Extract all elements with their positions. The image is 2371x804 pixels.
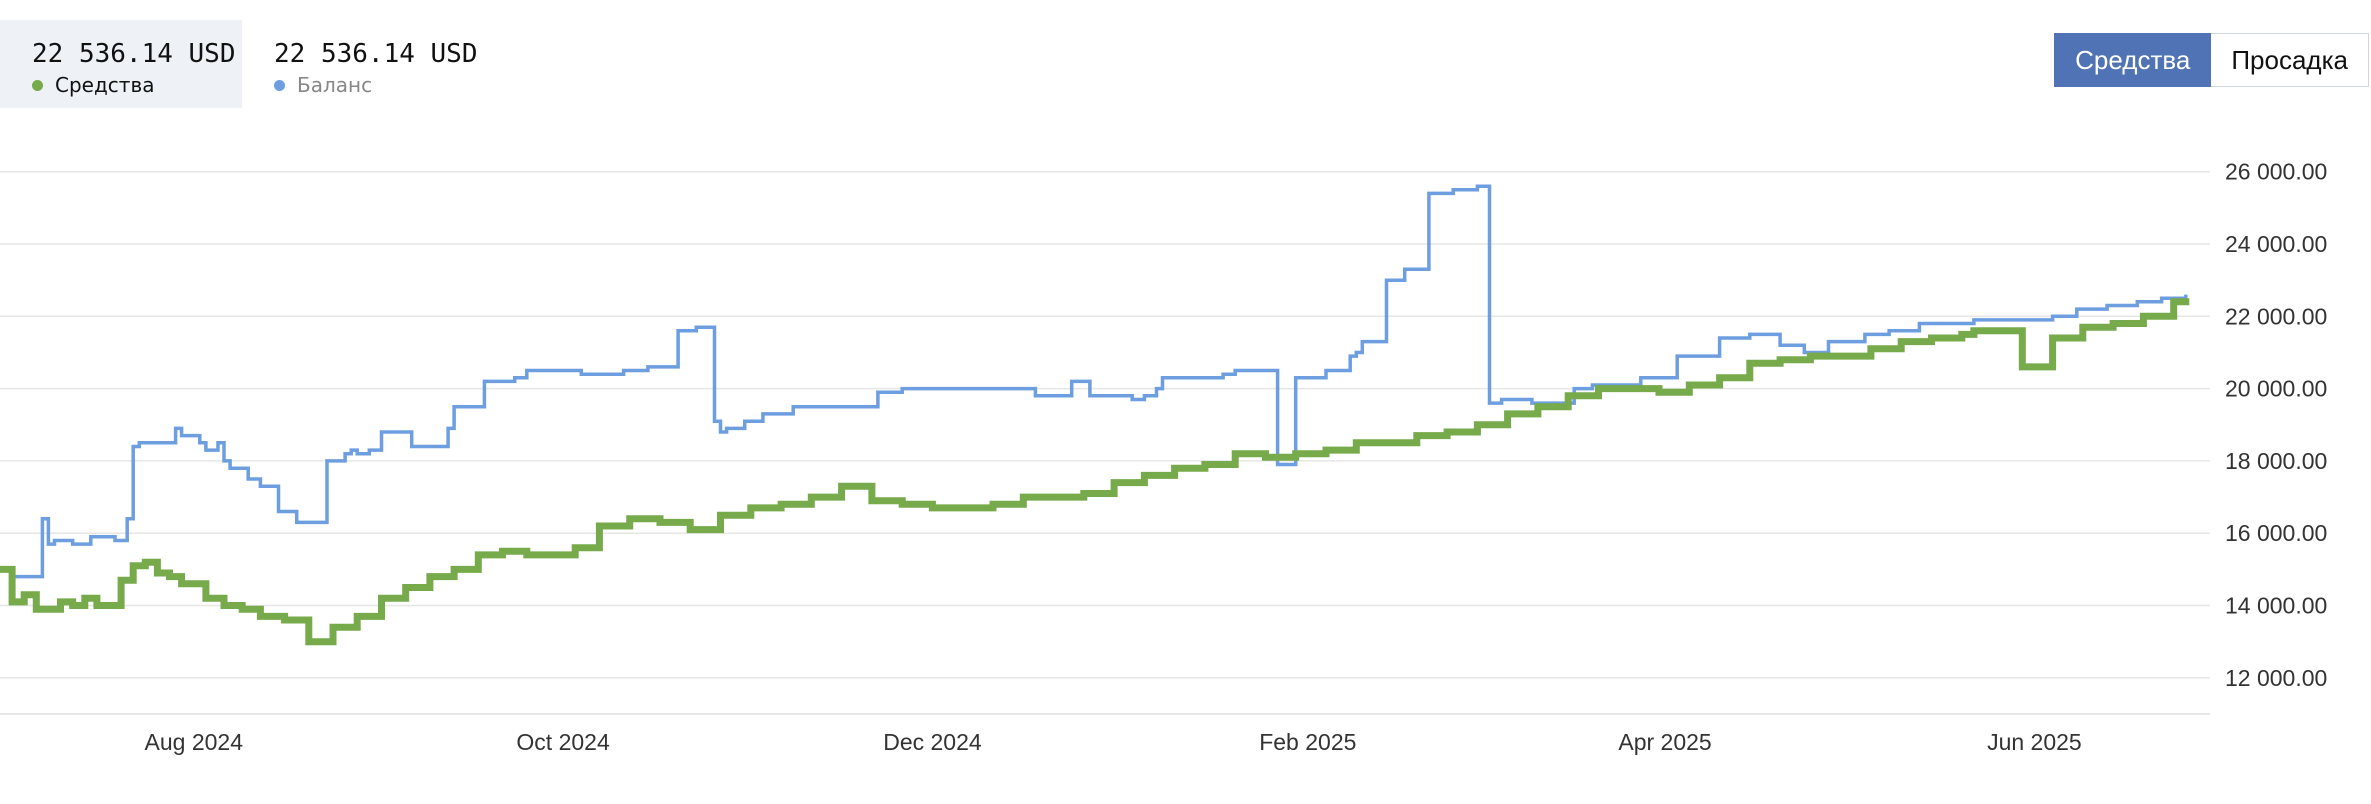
legend-equity[interactable]: 22 536.14 USD Средства [0, 20, 242, 108]
equity-series-line [0, 298, 2190, 646]
y-tick-label: 24 000.00 [2225, 231, 2327, 257]
x-tick-label: Oct 2024 [516, 729, 610, 755]
legend-balance[interactable]: 22 536.14 USD Баланс [242, 20, 492, 108]
y-tick-label: 26 000.00 [2225, 159, 2327, 185]
chart-grid [0, 170, 2210, 715]
x-tick-label: Apr 2025 [1618, 729, 1711, 755]
y-tick-label: 20 000.00 [2225, 376, 2327, 402]
y-tick-label: 16 000.00 [2225, 520, 2327, 546]
balance-series-line [0, 184, 2188, 579]
x-tick-label: Jun 2025 [1987, 729, 2082, 755]
x-tick-label: Aug 2024 [145, 729, 244, 755]
chart-series [0, 184, 2190, 646]
drawdown-mode-button[interactable]: Просадка [2211, 33, 2369, 87]
y-tick-label: 22 000.00 [2225, 303, 2327, 329]
x-axis-ticks: Aug 2024 Oct 2024 Dec 2024 Feb 2025 Apr 2025… [145, 729, 2082, 755]
y-tick-label: 14 000.00 [2225, 593, 2327, 619]
legend-equity-value: 22 536.14 USD [32, 39, 236, 69]
y-tick-label: 18 000.00 [2225, 448, 2327, 474]
equity-mode-button[interactable]: Средства [2054, 33, 2212, 87]
x-tick-label: Feb 2025 [1259, 729, 1356, 755]
equity-dot-icon [32, 79, 43, 91]
legend-balance-label: Баланс [297, 73, 373, 97]
chart-mode-toggle: Средства Просадка [2054, 33, 2369, 87]
x-tick-label: Dec 2024 [883, 729, 982, 755]
y-tick-label: 12 000.00 [2225, 665, 2327, 691]
legend-balance-value: 22 536.14 USD [274, 39, 478, 69]
legend-equity-label: Средства [55, 73, 155, 97]
y-axis-ticks: 12 000.00 14 000.00 16 000.00 18 000.00 20 0… [2225, 159, 2327, 691]
balance-dot-icon [274, 79, 285, 91]
